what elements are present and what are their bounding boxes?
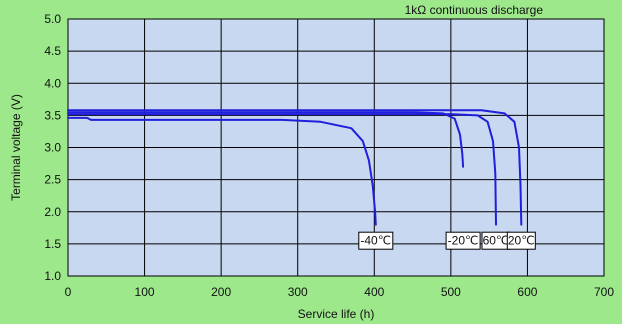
x-tick-label: 700 [594,285,614,299]
x-tick-label: 500 [441,285,461,299]
series-label-box [506,231,536,250]
series-line [67,109,523,226]
series-label: 20℃ [506,231,536,250]
y-tick-label: 2.0 [44,205,61,219]
x-tick-label: 600 [517,285,537,299]
y-tick-label: 2.5 [44,173,61,187]
series-label: 60℃ [481,231,511,250]
series-label-box [358,231,394,250]
x-tick-label: 300 [288,285,308,299]
series-label: -40℃ [358,231,394,250]
series-line [67,111,465,168]
series-label-box [445,231,481,250]
series-label-text: 20℃ [508,234,535,248]
series-label-text: -40℃ [360,234,391,248]
x-tick-label: 400 [364,285,384,299]
y-tick-labels: 1.0 1.5 2.0 2.5 3.0 3.5 4.0 4.5 5.0 [44,12,61,283]
y-tick-label: 3.5 [44,108,61,122]
y-axis-title: Terminal voltage (V) [9,94,23,201]
x-tick-label: 200 [211,285,231,299]
series-label-text: -20℃ [448,234,479,248]
y-tick-label: 5.0 [44,12,61,26]
x-axis-title: Service life (h) [298,307,375,321]
x-tick-label: 0 [65,285,72,299]
series-line [67,116,377,226]
series-line [67,113,497,226]
y-tick-label: 4.0 [44,76,61,90]
series-label-text: 60℃ [483,234,510,248]
series-lines [67,109,523,226]
x-tick-label: 100 [135,285,155,299]
series-labels: -40℃ -20℃ 60℃20℃ [358,231,536,250]
y-tick-label: 4.5 [44,44,61,58]
y-tick-label: 1.5 [44,237,61,251]
series-label: -20℃ [445,231,481,250]
y-tick-label: 3.0 [44,141,61,155]
x-tick-labels: 0 100 200 300 400 500 600 700 [65,285,615,299]
chart-annotation: 1kΩ continuous discharge [405,3,544,17]
y-tick-label: 1.0 [44,269,61,283]
